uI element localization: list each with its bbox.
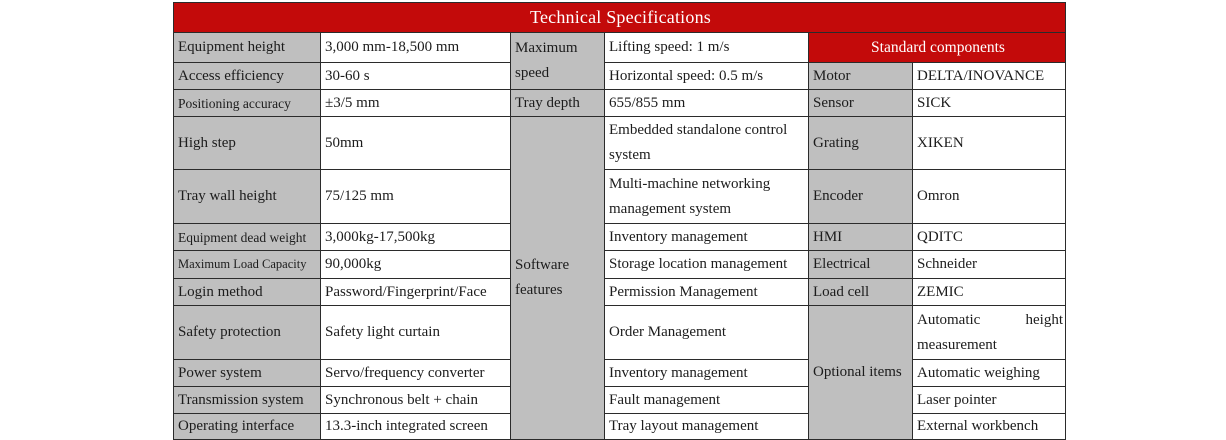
component-value: Omron: [912, 169, 1066, 224]
spec-label: Access efficiency: [173, 62, 321, 90]
component-value: SICK: [912, 89, 1066, 117]
software-features-label: Software features: [510, 116, 605, 440]
spec-label: Login method: [173, 278, 321, 306]
spec-label: Operating interface: [173, 413, 321, 440]
software-item: Order Management: [604, 305, 809, 360]
optional-items-label: Optional items: [808, 305, 913, 440]
spec-value: 90,000kg: [320, 250, 511, 279]
software-item: Fault management: [604, 386, 809, 414]
table-title: Technical Specifications: [173, 2, 1066, 33]
spec-value: 75/125 mm: [320, 169, 511, 224]
software-item: Embedded standalone control system: [604, 116, 809, 170]
spec-label: Equipment height: [173, 32, 321, 63]
spec-value: Password/Fingerprint/Face: [320, 278, 511, 306]
component-value: Schneider: [912, 250, 1066, 279]
table-row: Tray wall height 75/125 mm Multi-machine…: [173, 169, 1066, 224]
spec-value: 30-60 s: [320, 62, 511, 90]
spec-label: Safety protection: [173, 305, 321, 360]
table-row: Positioning accuracy ±3/5 mm Tray depth …: [173, 89, 1066, 117]
maximum-speed-label: Maximum speed: [510, 32, 605, 90]
technical-specifications-table: Technical Specifications Equipment heigh…: [173, 2, 1066, 440]
spec-value: 3,000 mm-18,500 mm: [320, 32, 511, 63]
component-label: Electrical: [808, 250, 913, 279]
table-row: High step 50mm Software features Embedde…: [173, 116, 1066, 440]
table-row: Maximum Load Capacity 90,000kg Storage l…: [173, 250, 1066, 279]
component-label: Load cell: [808, 278, 913, 306]
spec-value: ±3/5 mm: [320, 89, 511, 117]
spec-table: Technical Specifications Equipment heigh…: [173, 2, 1066, 440]
spec-label: Maximum Load Capacity: [173, 250, 321, 279]
tray-depth-label: Tray depth: [510, 89, 605, 117]
optional-item: External workbench: [912, 413, 1066, 440]
table-row: Power system Servo/frequency converter I…: [173, 359, 1066, 387]
software-item: Tray layout management: [604, 413, 809, 440]
component-label: Encoder: [808, 169, 913, 224]
lifting-speed-value: Lifting speed: 1 m/s: [604, 32, 809, 63]
title-row: Technical Specifications: [173, 2, 1066, 33]
standard-components-header: Standard components: [808, 32, 1066, 63]
spec-value: Safety light curtain: [320, 305, 511, 360]
component-label: HMI: [808, 223, 913, 251]
table-row: Operating interface 13.3-inch integrated…: [173, 413, 1066, 440]
spec-value: 50mm: [320, 116, 511, 170]
software-item: Inventory management: [604, 223, 809, 251]
spec-label: High step: [173, 116, 321, 170]
component-value: DELTA/INOVANCE: [912, 62, 1066, 90]
component-label: Grating: [808, 116, 913, 170]
spec-value: 3,000kg-17,500kg: [320, 223, 511, 251]
component-label: Sensor: [808, 89, 913, 117]
software-item: Multi-machine networking management syst…: [604, 169, 809, 224]
spec-label: Transmission system: [173, 386, 321, 414]
component-value: ZEMIC: [912, 278, 1066, 306]
spec-value: Synchronous belt + chain: [320, 386, 511, 414]
software-item: Permission Management: [604, 278, 809, 306]
spec-value: Servo/frequency converter: [320, 359, 511, 387]
spec-label: Equipment dead weight: [173, 223, 321, 251]
spec-label: Power system: [173, 359, 321, 387]
table-row: Access efficiency 30-60 s Horizontal spe…: [173, 62, 1066, 90]
table-row: Transmission system Synchronous belt + c…: [173, 386, 1066, 414]
tray-depth-value: 655/855 mm: [604, 89, 809, 117]
component-value: XIKEN: [912, 116, 1066, 170]
component-value: QDITC: [912, 223, 1066, 251]
spec-label: Tray wall height: [173, 169, 321, 224]
software-item: Storage location management: [604, 250, 809, 279]
table-row: Login method Password/Fingerprint/Face P…: [173, 278, 1066, 306]
component-label: Motor: [808, 62, 913, 90]
software-item: Inventory management: [604, 359, 809, 387]
table-row: Equipment dead weight 3,000kg-17,500kg I…: [173, 223, 1066, 251]
optional-item: Laser pointer: [912, 386, 1066, 414]
spec-value: 13.3-inch integrated screen: [320, 413, 511, 440]
optional-item: Automatic height measurement: [912, 305, 1066, 360]
horizontal-speed-value: Horizontal speed: 0.5 m/s: [604, 62, 809, 90]
optional-item: Automatic weighing: [912, 359, 1066, 387]
table-row: Safety protection Safety light curtain O…: [173, 305, 1066, 440]
spec-label: Positioning accuracy: [173, 89, 321, 117]
table-row: Equipment height 3,000 mm-18,500 mm Maxi…: [173, 32, 1066, 90]
